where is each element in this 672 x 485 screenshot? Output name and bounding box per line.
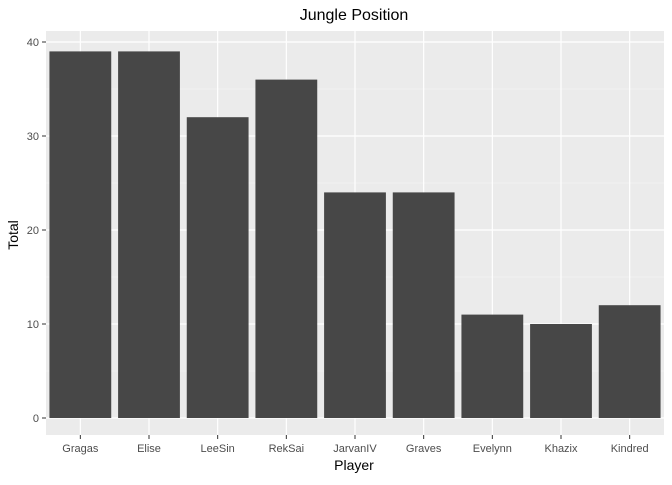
bars bbox=[49, 51, 661, 419]
x-axis: Gragas Elise LeeSin RekSai JarvanIV Graves Eve… bbox=[62, 435, 649, 455]
x-tick-label: Evelynn bbox=[473, 443, 512, 455]
x-tick-label: RekSai bbox=[269, 443, 304, 455]
y-tick-label: 10 bbox=[27, 319, 39, 331]
y-tick-label: 0 bbox=[33, 413, 39, 425]
x-tick-label: Graves bbox=[406, 443, 442, 455]
bar-jarvaniv bbox=[324, 192, 386, 418]
y-tick-label: 30 bbox=[27, 131, 39, 143]
x-tick-label: Khazix bbox=[544, 443, 578, 455]
chart-title: Jungle Position bbox=[300, 7, 409, 24]
bar-khazix bbox=[530, 324, 592, 418]
bar-reksai bbox=[255, 79, 318, 418]
x-tick-label: Elise bbox=[137, 443, 161, 455]
bar-evelynn bbox=[461, 314, 524, 418]
bar-graves bbox=[392, 192, 455, 418]
x-tick-label: Gragas bbox=[62, 443, 99, 455]
y-tick-label: 40 bbox=[27, 37, 39, 49]
y-axis: 0 10 20 30 40 bbox=[27, 37, 46, 425]
x-tick-label: LeeSin bbox=[201, 443, 235, 455]
x-tick-label: Kindred bbox=[611, 443, 649, 455]
bar-gragas bbox=[49, 51, 112, 419]
x-axis-title: Player bbox=[334, 457, 374, 473]
bar-leesin bbox=[186, 117, 249, 418]
y-tick-label: 20 bbox=[27, 225, 39, 237]
y-axis-title: Total bbox=[5, 220, 21, 250]
bar-elise bbox=[118, 51, 180, 419]
bar-kindred bbox=[598, 305, 661, 418]
x-tick-label: JarvanIV bbox=[333, 443, 377, 455]
